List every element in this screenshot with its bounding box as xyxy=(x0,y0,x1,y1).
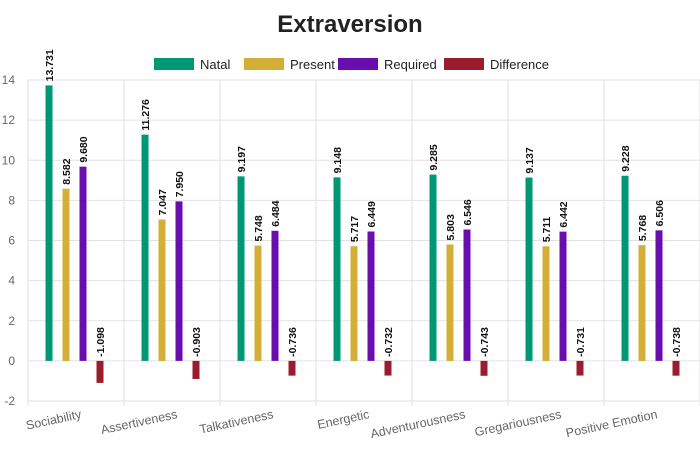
legend-swatch xyxy=(444,58,484,70)
legend-item-difference[interactable]: Difference xyxy=(444,57,549,72)
bar-present-energetic[interactable] xyxy=(350,246,358,361)
y-axis-ticks: -2 0 2 4 6 8 10 12 14 xyxy=(2,73,16,408)
legend-label: Difference xyxy=(490,57,549,72)
bar-difference-sociability[interactable] xyxy=(96,360,104,383)
data-label-natal: 9.137 xyxy=(524,147,536,173)
bar-difference-adventurousness[interactable] xyxy=(480,360,488,376)
data-label-difference: -0.736 xyxy=(287,327,299,357)
data-label-required: 6.449 xyxy=(366,201,378,227)
chart-title: Extraversion xyxy=(277,11,422,38)
y-tick-label: 2 xyxy=(8,314,15,328)
data-label-natal: 9.197 xyxy=(236,146,248,172)
bar-present-talkativeness[interactable] xyxy=(254,245,262,361)
category-label-energetic: Energetic xyxy=(316,407,371,432)
legend-item-natal[interactable]: Natal xyxy=(154,57,230,72)
bar-required-assertiveness[interactable] xyxy=(175,201,183,361)
data-label-present: 5.768 xyxy=(637,215,649,241)
data-label-required: 7.950 xyxy=(174,171,186,197)
category-label-positive-emotion: Positive Emotion xyxy=(565,407,659,440)
data-label-present: 5.803 xyxy=(445,214,457,240)
bar-present-sociability[interactable] xyxy=(62,188,70,361)
bar-natal-sociability[interactable] xyxy=(45,85,53,361)
bar-required-adventurousness[interactable] xyxy=(463,229,471,361)
y-tick-label: 0 xyxy=(8,354,15,368)
bar-difference-talkativeness[interactable] xyxy=(288,360,296,376)
bar-natal-talkativeness[interactable] xyxy=(237,176,245,361)
bar-present-positive-emotion[interactable] xyxy=(638,245,646,361)
bar-difference-energetic[interactable] xyxy=(384,360,392,376)
category-label-assertiveness: Assertiveness xyxy=(100,407,179,437)
bar-present-adventurousness[interactable] xyxy=(446,244,454,361)
data-label-required: 6.484 xyxy=(270,200,282,226)
legend-swatch xyxy=(154,58,194,70)
data-label-natal: 9.148 xyxy=(332,147,344,173)
category-label-gregariousness: Gregariousness xyxy=(473,407,562,439)
y-tick-label: 14 xyxy=(2,73,16,87)
bar-natal-positive-emotion[interactable] xyxy=(621,175,629,361)
data-label-present: 5.711 xyxy=(541,216,553,242)
bar-required-energetic[interactable] xyxy=(367,231,375,361)
bar-required-sociability[interactable] xyxy=(79,166,87,361)
legend-label: Natal xyxy=(200,57,230,72)
legend-swatch xyxy=(338,58,378,70)
bar-present-assertiveness[interactable] xyxy=(158,219,166,361)
data-label-difference: -0.738 xyxy=(671,327,683,357)
data-label-present: 5.748 xyxy=(253,215,265,241)
bar-natal-adventurousness[interactable] xyxy=(429,174,437,361)
bar-natal-assertiveness[interactable] xyxy=(141,134,149,361)
data-label-natal: 9.285 xyxy=(428,144,440,170)
bar-present-gregariousness[interactable] xyxy=(542,246,550,361)
legend-item-required[interactable]: Required xyxy=(338,57,437,72)
data-label-difference: -0.732 xyxy=(383,327,395,357)
legend-label: Required xyxy=(384,57,437,72)
data-label-difference: -0.903 xyxy=(191,327,203,357)
bar-required-positive-emotion[interactable] xyxy=(655,230,663,361)
data-label-natal: 11.276 xyxy=(140,99,152,131)
category-label-talkativeness: Talkativeness xyxy=(198,407,274,436)
data-label-natal: 13.731 xyxy=(44,49,56,81)
bar-required-talkativeness[interactable] xyxy=(271,230,279,361)
x-axis-categories: Sociability Assertiveness Talkativeness Ene… xyxy=(25,407,659,441)
legend-swatch xyxy=(244,58,284,70)
data-label-difference: -1.098 xyxy=(95,327,107,357)
data-label-present: 5.717 xyxy=(349,216,361,242)
bar-required-gregariousness[interactable] xyxy=(559,231,567,361)
legend-label: Present xyxy=(290,57,335,72)
data-label-required: 9.680 xyxy=(78,136,90,162)
data-label-required: 6.442 xyxy=(558,201,570,227)
data-label-required: 6.506 xyxy=(654,200,666,226)
data-label-present: 7.047 xyxy=(157,189,169,215)
y-tick-label: 6 xyxy=(8,234,15,248)
y-tick-label: -2 xyxy=(4,394,15,408)
bar-natal-gregariousness[interactable] xyxy=(525,177,533,361)
category-label-sociability: Sociability xyxy=(25,407,84,433)
data-label-difference: -0.731 xyxy=(575,327,587,357)
category-label-adventurousness: Adventurousness xyxy=(369,407,466,441)
data-label-natal: 9.228 xyxy=(620,145,632,171)
data-label-required: 6.546 xyxy=(462,199,474,225)
y-tick-label: 8 xyxy=(8,193,15,207)
grid-lines xyxy=(27,79,700,406)
bar-natal-energetic[interactable] xyxy=(333,177,341,361)
legend[interactable]: Natal Present Required Difference xyxy=(154,57,549,72)
y-tick-label: 4 xyxy=(8,274,15,288)
bar-difference-gregariousness[interactable] xyxy=(576,360,584,376)
bars xyxy=(45,85,680,383)
y-tick-label: 10 xyxy=(2,153,16,167)
y-tick-label: 12 xyxy=(2,113,16,127)
data-labels: 13.731 8.582 9.680 -1.098 11.276 7.047 7.950 -0… xyxy=(44,49,683,357)
bar-difference-assertiveness[interactable] xyxy=(192,360,200,379)
data-label-present: 8.582 xyxy=(61,158,73,184)
legend-item-present[interactable]: Present xyxy=(244,57,335,72)
data-label-difference: -0.743 xyxy=(479,327,491,357)
bar-difference-positive-emotion[interactable] xyxy=(672,360,680,376)
